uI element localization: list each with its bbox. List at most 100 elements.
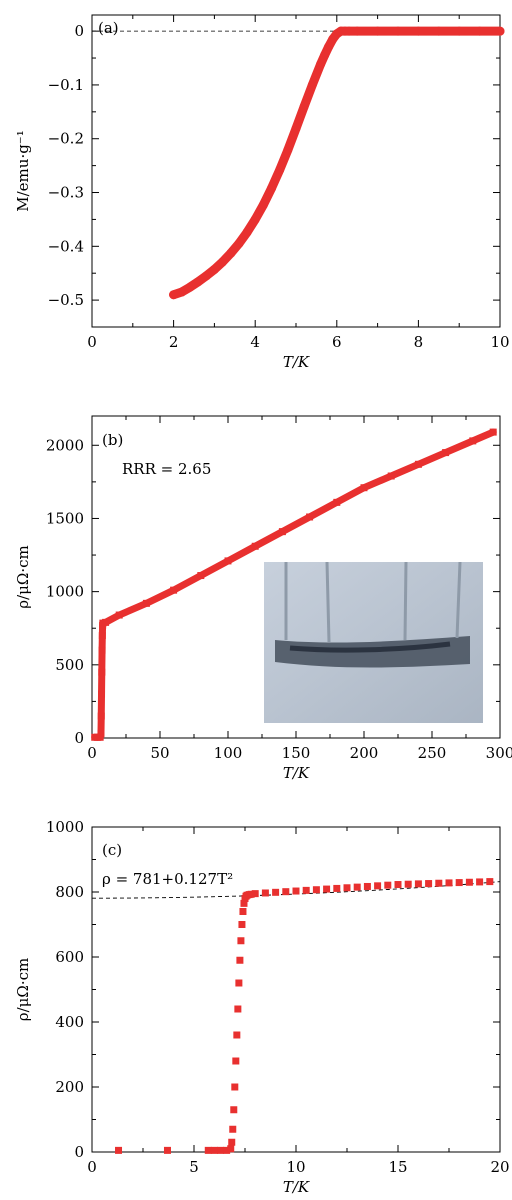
inset-wire-4 (455, 561, 462, 639)
data-point (425, 880, 433, 888)
x-tick-label: 50 (150, 744, 169, 762)
data-point (384, 881, 392, 889)
data-point (229, 1125, 237, 1133)
data-point (486, 878, 494, 886)
data-point (465, 878, 473, 886)
data-point (251, 890, 259, 898)
data-point (353, 883, 361, 891)
x-tick-label: 6 (332, 333, 342, 351)
data-point (234, 1005, 242, 1013)
data-point (272, 888, 280, 896)
x-tick-label: 5 (189, 1158, 199, 1176)
x-tick-label: 0 (87, 1158, 97, 1176)
data-point (223, 1146, 231, 1154)
panel-c: 0 5 10 15 2002004006008001000T/Kρ/μΩ·cm(c)ρ … (14, 818, 510, 1196)
x-tick-label: 15 (388, 1158, 407, 1176)
data-point (282, 888, 290, 896)
data-point (236, 956, 244, 964)
inset-sample-detail (289, 641, 451, 653)
y-tick-label: −0.1 (48, 76, 84, 94)
y-tick-label: 200 (55, 1078, 84, 1096)
plot-frame (91, 14, 501, 328)
x-tick-label: 250 (418, 744, 447, 762)
panel-a: 0 2 4 6 8 10 0 −0.1 −0.2 −0.3 −0.4 −0.5 T/K M/emu·g⁻¹… (14, 14, 510, 371)
data-point (231, 1083, 239, 1091)
y-axis-label: M/emu·g⁻¹ (14, 130, 32, 211)
y-tick-label: −0.2 (48, 130, 84, 148)
x-tick-label: 0 (87, 744, 97, 762)
data-point (292, 887, 300, 895)
data-point (239, 908, 247, 915)
data-point (228, 1138, 236, 1146)
data-point (204, 1146, 212, 1154)
y-tick-label: 0 (74, 22, 84, 40)
data-point (237, 937, 245, 945)
data-point (404, 880, 412, 888)
data-point (455, 879, 463, 887)
data-point (312, 886, 320, 894)
x-tick-label: 20 (490, 1158, 509, 1176)
data-point (233, 1031, 241, 1039)
data-point (240, 899, 248, 907)
data-point (374, 882, 382, 890)
inset-photo (264, 561, 483, 723)
inset-wire-3 (403, 561, 408, 641)
data-point (115, 1146, 123, 1154)
x-tick-label: 2 (169, 333, 179, 351)
x-tick-label: 200 (350, 744, 379, 762)
y-axis-label: ρ/μΩ·cm (14, 958, 32, 1021)
x-tick-label: 4 (250, 333, 260, 351)
data-point (333, 884, 341, 892)
y-tick-label: 1000 (46, 818, 84, 836)
data-point (394, 881, 402, 889)
data-point (343, 884, 351, 892)
x-tick-label: 150 (282, 744, 311, 762)
x-axis-label: T/K (283, 353, 310, 371)
panel-b-label: (b) (102, 431, 123, 449)
x-tick-label: 10 (286, 1158, 305, 1176)
y-tick-label: 400 (55, 1013, 84, 1031)
data-point (302, 886, 310, 894)
x-tick-label: 300 (486, 744, 512, 762)
data-point (235, 979, 243, 987)
inset-wire-2 (325, 561, 331, 643)
y-tick-label: 500 (55, 656, 84, 674)
data-point (227, 1145, 235, 1153)
x-tick-label: 8 (414, 333, 424, 351)
data-point (435, 879, 443, 887)
data-point (163, 1146, 171, 1154)
data-point (414, 880, 422, 888)
y-tick-label: 2000 (46, 436, 84, 454)
data-point (476, 878, 484, 886)
panel-c-annotation: ρ = 781+0.127T² (102, 870, 233, 888)
y-tick-label: 1000 (46, 583, 84, 601)
data-series-line (169, 26, 505, 300)
data-point (232, 1057, 240, 1065)
x-tick-label: 0 (87, 333, 97, 351)
data-point (445, 879, 453, 887)
y-tick-label: 0 (74, 1143, 84, 1161)
panel-b-annotation: RRR = 2.65 (122, 460, 211, 478)
x-tick-label: 100 (214, 744, 243, 762)
data-point (210, 1146, 218, 1154)
data-point (247, 890, 255, 898)
x-axis-label: T/K (283, 764, 310, 782)
panel-b: 0 50 100 150 200 250 300 0 500 1000 1500 2000 T/K ρ/μ… (14, 415, 512, 782)
data-point (217, 1146, 225, 1154)
panel-c-label: (c) (102, 841, 122, 859)
y-tick-label: 800 (55, 883, 84, 901)
y-tick-label: 0 (74, 729, 84, 747)
data-point (261, 889, 269, 897)
y-tick-label: −0.4 (48, 237, 84, 255)
y-tick-label: −0.5 (48, 291, 84, 309)
panel-a-label: (a) (98, 19, 119, 37)
y-tick-label: −0.3 (48, 184, 84, 202)
y-axis-label: ρ/μΩ·cm (14, 545, 32, 608)
data-point (323, 885, 331, 893)
x-axis-label: T/K (283, 1178, 310, 1196)
data-series-line (91, 428, 497, 741)
y-tick-label: 600 (55, 948, 84, 966)
data-point (238, 921, 246, 928)
data-point (230, 1106, 238, 1114)
